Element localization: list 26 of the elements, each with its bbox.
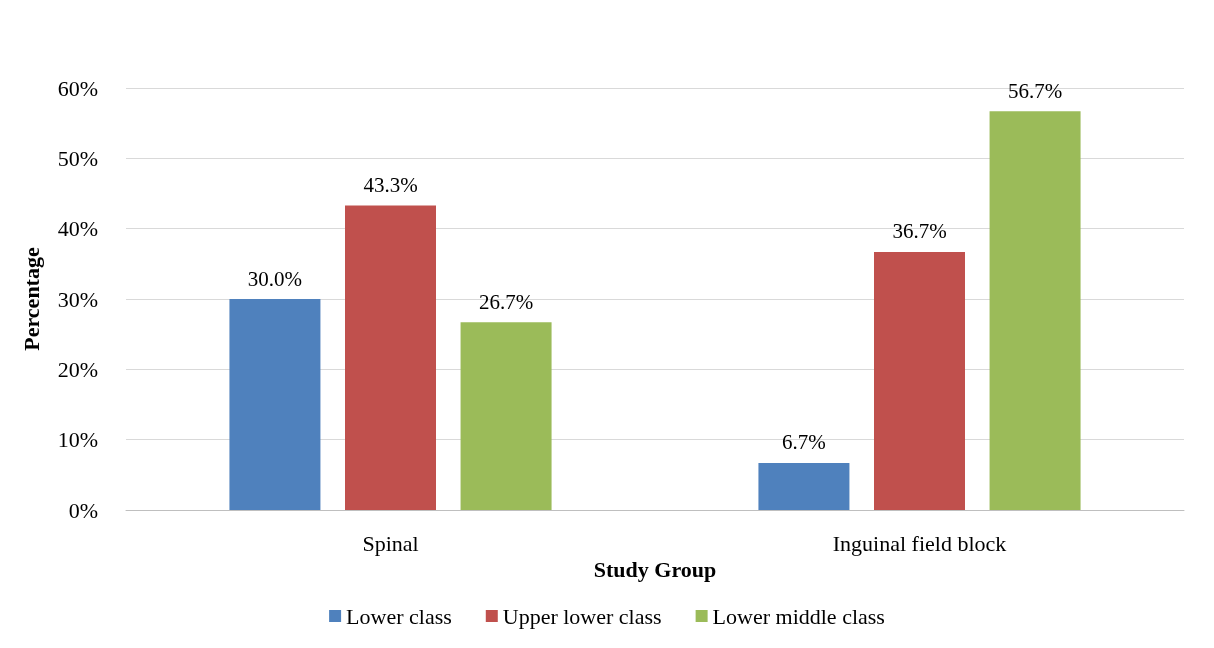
legend-label: Upper lower class bbox=[502, 603, 662, 629]
bar bbox=[989, 111, 1081, 510]
bar bbox=[460, 322, 552, 510]
data-label: 36.7% bbox=[892, 219, 947, 244]
legend-label: Lower class bbox=[346, 603, 452, 629]
x-tick-label: Inguinal field block bbox=[832, 530, 1007, 556]
data-label: 56.7% bbox=[1007, 78, 1063, 103]
y-tick-label: 20% bbox=[57, 356, 98, 382]
y-tick-label: 40% bbox=[57, 216, 98, 242]
y-tick-label: 0% bbox=[68, 497, 98, 523]
y-tick-label: 10% bbox=[57, 427, 98, 453]
bar bbox=[758, 462, 850, 510]
data-label: 6.7% bbox=[782, 430, 826, 455]
x-axis-title: Study Group bbox=[593, 557, 717, 583]
y-axis-title: Percentage bbox=[18, 247, 44, 351]
legend-label: Lower middle class bbox=[712, 603, 885, 629]
y-tick-label: 60% bbox=[57, 75, 98, 101]
bar bbox=[345, 205, 436, 510]
y-tick-label: 50% bbox=[57, 145, 98, 171]
data-label: 26.7% bbox=[478, 289, 534, 314]
data-label: 43.3% bbox=[363, 172, 418, 197]
x-tick-label: Spinal bbox=[362, 530, 419, 556]
y-tick-label: 30% bbox=[57, 286, 98, 312]
bar bbox=[874, 251, 965, 510]
data-label: 30.0% bbox=[247, 266, 303, 291]
bar bbox=[229, 299, 321, 510]
